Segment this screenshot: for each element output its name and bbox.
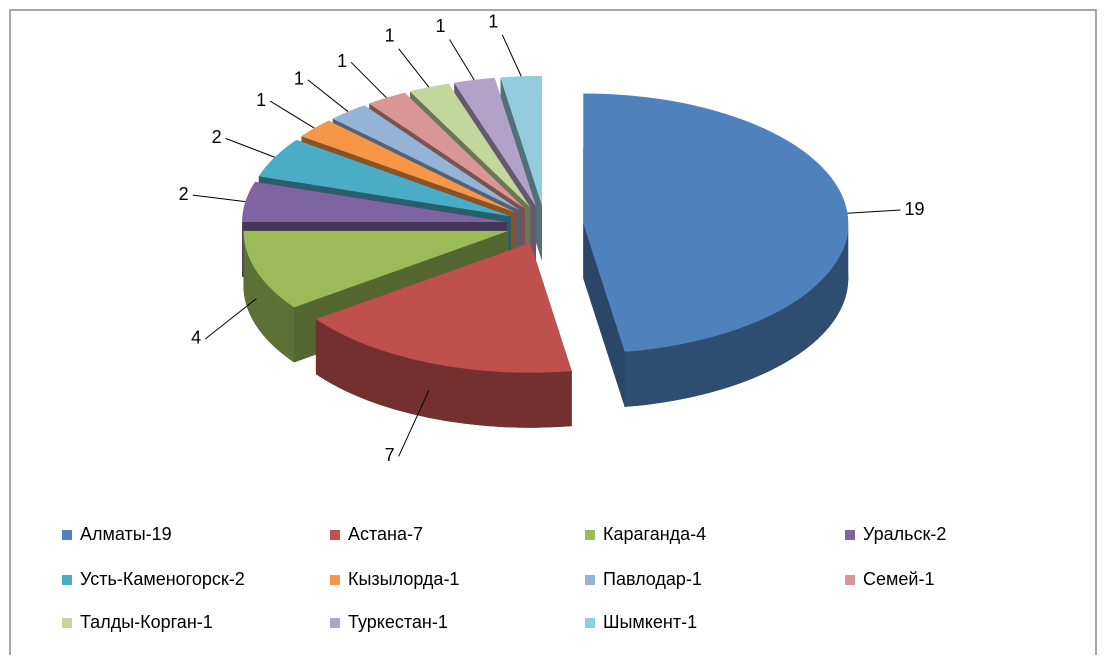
legend-label: Талды-Корган-1 bbox=[80, 612, 213, 632]
leader-line bbox=[269, 100, 315, 129]
leader-line bbox=[847, 209, 901, 214]
legend-label: Семей-1 bbox=[863, 569, 934, 589]
slice-top bbox=[315, 242, 572, 373]
legend-swatch bbox=[585, 575, 595, 585]
data-label: 1 bbox=[256, 90, 266, 110]
legend-label: Караганда-4 bbox=[603, 524, 706, 544]
slice-wall bbox=[624, 223, 849, 407]
legend-label: Шымкент-1 bbox=[603, 612, 697, 632]
data-label: 1 bbox=[435, 16, 445, 36]
leader-line bbox=[225, 137, 275, 158]
legend-swatch bbox=[62, 575, 72, 585]
data-label: 19 bbox=[904, 199, 924, 219]
slice-top bbox=[332, 105, 521, 211]
leader-line bbox=[350, 61, 387, 99]
legend-swatch bbox=[62, 530, 72, 540]
legend-swatch bbox=[330, 618, 340, 628]
pie-slice bbox=[315, 242, 572, 428]
data-label: 2 bbox=[212, 127, 222, 147]
data-label: 2 bbox=[179, 184, 189, 204]
slice-top bbox=[454, 77, 537, 207]
leader-line bbox=[449, 39, 475, 81]
legend-swatch bbox=[585, 530, 595, 540]
slice-top bbox=[369, 92, 525, 209]
slice-top bbox=[301, 120, 516, 213]
leader-line bbox=[398, 48, 430, 88]
slice-wall bbox=[315, 319, 572, 428]
slice-top bbox=[242, 181, 508, 222]
legend-swatch bbox=[330, 575, 340, 585]
slice-wall bbox=[243, 230, 295, 363]
slice-top bbox=[500, 75, 542, 206]
slice-top bbox=[583, 93, 849, 352]
legend-swatch bbox=[330, 530, 340, 540]
legend-swatch bbox=[845, 530, 855, 540]
data-label: 1 bbox=[488, 12, 498, 32]
legend-swatch bbox=[585, 618, 595, 628]
legend-label: Усть-Каменогорск-2 bbox=[80, 569, 245, 589]
leader-line bbox=[204, 298, 257, 340]
leader-line bbox=[307, 79, 349, 112]
data-label: 1 bbox=[385, 25, 395, 45]
leader-line bbox=[398, 390, 430, 457]
leader-line bbox=[501, 34, 522, 77]
data-label: 7 bbox=[385, 445, 395, 465]
legend-label: Алматы-19 bbox=[80, 524, 172, 544]
slice-top bbox=[258, 139, 511, 217]
data-label: 1 bbox=[337, 51, 347, 71]
legend-swatch bbox=[845, 575, 855, 585]
slice-side bbox=[583, 223, 625, 407]
leader-line bbox=[192, 194, 246, 203]
legend-label: Астана-7 bbox=[348, 524, 423, 544]
legend-label: Туркестан-1 bbox=[348, 612, 448, 632]
data-label: 4 bbox=[191, 328, 201, 348]
legend-label: Кызылорда-1 bbox=[348, 569, 459, 589]
slice-top bbox=[243, 230, 509, 308]
legend-label: Уральск-2 bbox=[863, 524, 946, 544]
pie-slice bbox=[583, 93, 849, 407]
legend-label: Павлодар-1 bbox=[603, 569, 702, 589]
legend-swatch bbox=[62, 618, 72, 628]
data-label: 1 bbox=[294, 69, 304, 89]
slice-top bbox=[409, 83, 531, 208]
